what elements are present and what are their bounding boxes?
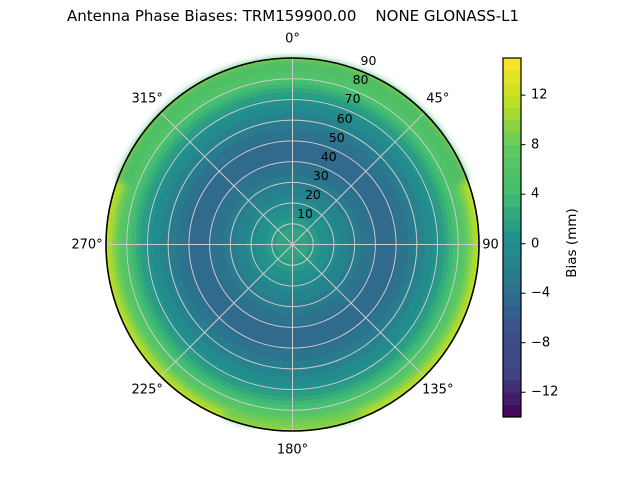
colorbar-tick-0: 0 <box>531 236 540 252</box>
colorbar-band <box>503 268 521 282</box>
colorbar-band <box>503 194 521 207</box>
colorbar-band <box>503 243 521 257</box>
azimuth-label-0: 0° <box>285 31 300 47</box>
colorbar-band <box>503 206 521 220</box>
azimuth-label-225: 225° <box>131 382 163 398</box>
colorbar-band <box>503 107 521 121</box>
colorbar-band <box>503 70 521 84</box>
colorbar-tick-12: 12 <box>531 87 548 103</box>
outer-edge <box>105 57 480 432</box>
colorbar-band <box>503 169 521 183</box>
colorbar <box>502 57 526 418</box>
colorbar-band <box>503 58 521 71</box>
colorbar-band <box>503 355 521 368</box>
colorbar-band <box>503 367 521 381</box>
grid-spoke <box>292 112 425 245</box>
azimuth-label-90: 90 <box>482 237 499 252</box>
grid-spoke <box>160 112 293 245</box>
polar-outline <box>105 57 480 432</box>
colorbar-axis-label: Bias (mm) <box>564 208 580 278</box>
colorbar-band <box>503 119 521 133</box>
radial-label-20: 20 <box>304 186 321 202</box>
radial-label-30: 30 <box>312 167 329 183</box>
azimuth-label-180: 180° <box>276 442 309 458</box>
colorbar-band <box>503 342 521 356</box>
radial-label-10: 10 <box>297 206 313 222</box>
colorbar-band <box>503 256 521 269</box>
colorbar-tick-8: 8 <box>531 137 540 153</box>
colorbar-band <box>503 95 521 108</box>
colorbar-tick--8: −8 <box>531 335 551 351</box>
grid-spoke <box>292 244 425 377</box>
colorbar-band <box>503 144 521 158</box>
colorbar-band <box>503 132 521 146</box>
colorbar-band <box>503 82 521 96</box>
colorbar-band <box>503 181 521 195</box>
grid-spoke <box>160 244 293 377</box>
colorbar-outline <box>502 57 522 418</box>
colorbar-band <box>503 280 521 294</box>
polar-grid <box>106 58 479 431</box>
azimuth-label-135: 135° <box>422 382 454 398</box>
radial-label-60: 60 <box>336 110 353 126</box>
plot-title: Antenna Phase Biases: TRM159900.00 NONE … <box>66 7 520 25</box>
colorbar-band <box>503 218 521 232</box>
colorbar-band <box>503 157 521 170</box>
radial-label-80: 80 <box>352 72 369 87</box>
colorbar-tick--4: −4 <box>531 285 551 301</box>
radial-label-50: 50 <box>328 129 345 145</box>
radial-label-70: 70 <box>344 91 361 107</box>
azimuth-label-315: 315° <box>131 91 163 107</box>
colorbar-band <box>503 231 521 245</box>
colorbar-band <box>503 293 521 306</box>
colorbar-band <box>503 379 521 393</box>
colorbar-band <box>503 392 521 406</box>
colorbar-band <box>503 317 521 331</box>
radial-label-40: 40 <box>320 148 337 164</box>
azimuth-label-45: 45° <box>426 91 450 107</box>
colorbar-band <box>503 305 521 319</box>
colorbar-band <box>503 330 521 344</box>
radial-label-90: 90 <box>360 52 377 68</box>
colorbar-tick-4: 4 <box>531 186 540 202</box>
azimuth-label-270: 270° <box>71 237 103 252</box>
colorbar-tick--12: −12 <box>531 384 559 400</box>
colorbar-band <box>503 404 521 418</box>
